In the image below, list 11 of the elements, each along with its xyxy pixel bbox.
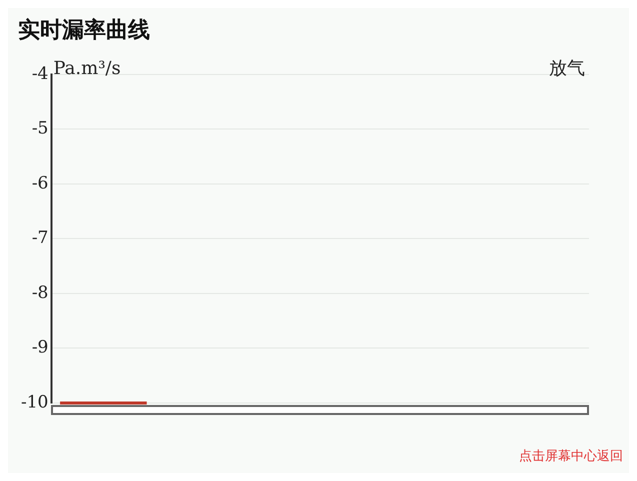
y-tick-label: -10: [20, 392, 48, 412]
y-axis-title: Pa.m³/s: [53, 58, 121, 80]
y-tick-label: -5: [32, 118, 48, 139]
chart-title: 实时漏率曲线: [18, 16, 150, 43]
annotation: 放气: [549, 58, 585, 80]
y-tick-label: -6: [32, 173, 48, 194]
y-tick-label: -8: [32, 282, 48, 303]
y-tick-label: -7: [32, 228, 48, 248]
y-tick-label: -9: [32, 338, 48, 358]
y-tick-label: -4: [32, 64, 48, 84]
text: 点击屏幕中心返回: [519, 448, 623, 464]
